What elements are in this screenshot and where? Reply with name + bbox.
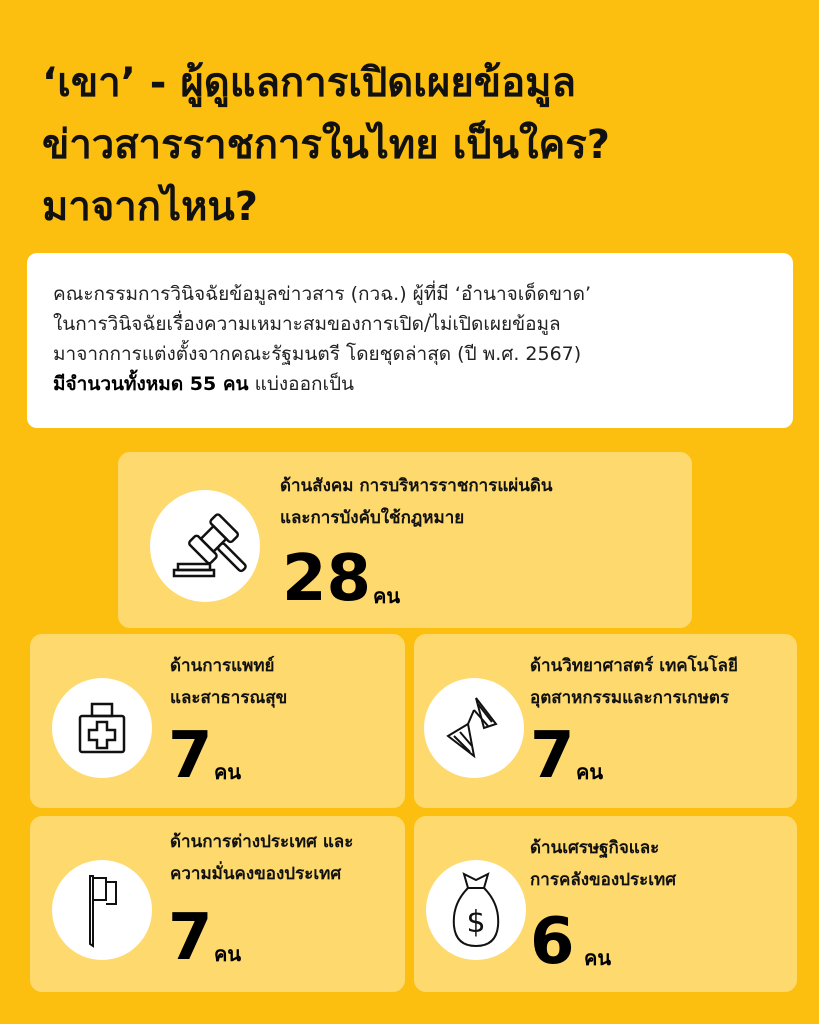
group-card-science: ด้านวิทยาศาสตร์ เทคโนโลยี อุตสาหกรรมและก… [414,634,797,808]
intro-line-4: มีจำนวนทั้งหมด 55 คน แบ่งออกเป็น [53,369,767,399]
group-label-line2: การคลังของประเทศ [530,870,677,890]
intro-line-3: มาจากการแต่งตั้งจากคณะรัฐมนตรี โดยชุดล่า… [53,343,582,365]
dna-icon [424,678,524,778]
flag-icon [52,860,152,960]
group-label-line1: ด้านวิทยาศาสตร์ เทคโนโลยี [530,656,738,676]
svg-text:$: $ [466,905,485,940]
group-label-line1: ด้านเศรษฐกิจและ [530,838,660,858]
group-unit: คน [214,942,242,966]
group-count: 7 [168,719,213,793]
group-label-line2: อุตสาหกรรมและการเกษตร [530,688,730,708]
intro-total: มีจำนวนทั้งหมด 55 คน [53,373,249,395]
group-count: 6 [530,905,575,979]
group-count: 7 [530,719,575,793]
group-unit: คน [373,584,401,608]
intro-line-2: ในการวินิจฉัยเรื่องความเหมาะสมของการเปิด… [53,313,561,335]
title-line-1: ‘เขา’ - ผู้ดูแลการเปิดเผยข้อมูล [42,60,577,106]
group-card-foreign: ด้านการต่างประเทศ และ ความมั่นคงของประเท… [30,816,405,992]
group-unit: คน [584,946,612,970]
group-label-line2: และสาธารณสุข [170,688,288,708]
group-count: 7 [168,901,213,975]
group-label-line1: ด้านการต่างประเทศ และ [170,832,354,852]
group-card-social: ด้านสังคม การบริหารราชการแผ่นดิน และการบ… [118,452,692,628]
gavel-icon [150,490,260,602]
money-bag-icon: $ [426,860,526,960]
medical-kit-icon [52,678,152,778]
group-card-economy: $ ด้านเศรษฐกิจและ การคลังของประเทศ 6 คน [414,816,797,992]
group-unit: คน [576,760,604,784]
title-line-3: มาจากไหน? [42,184,258,230]
title-line-2: ข่าวสารราชการในไทย เป็นใคร? [42,122,610,168]
intro-box: คณะกรรมการวินิจฉัยข้อมูลข่าวสาร (กวฉ.) ผ… [27,253,793,428]
group-label-line1: ด้านการแพทย์ [170,656,275,676]
intro-rest: แบ่งออกเป็น [248,373,355,395]
page-title: ‘เขา’ - ผู้ดูแลการเปิดเผยข้อมูล ข่าวสารร… [42,52,802,238]
group-label-line1: ด้านสังคม การบริหารราชการแผ่นดิน [280,476,553,496]
group-label-line2: และการบังคับใช้กฎหมาย [280,508,465,528]
group-label-line2: ความมั่นคงของประเทศ [170,864,342,884]
group-count: 28 [282,542,372,616]
group-card-medical: ด้านการแพทย์ และสาธารณสุข 7 คน [30,634,405,808]
group-unit: คน [214,760,242,784]
intro-line-1: คณะกรรมการวินิจฉัยข้อมูลข่าวสาร (กวฉ.) ผ… [53,283,591,305]
